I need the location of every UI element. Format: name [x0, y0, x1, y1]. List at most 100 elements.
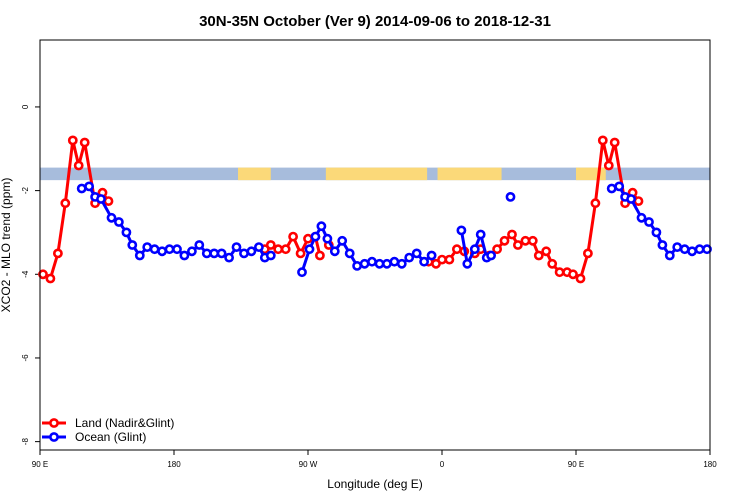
data-point [67, 135, 78, 146]
data-point [547, 258, 558, 269]
axes: 90 E 180 90 W 0 90 E 180 0 -2 -4 -6 -8 [21, 104, 717, 469]
data-point [314, 250, 325, 261]
data-point [533, 250, 544, 261]
data-point [337, 235, 348, 246]
data-point [121, 227, 132, 238]
legend-land-marker [49, 418, 59, 428]
data-point [614, 181, 625, 192]
data-point [295, 248, 306, 259]
data-point [687, 246, 697, 257]
x-tick-label: 90 W [299, 460, 318, 469]
data-point [606, 183, 617, 194]
data-point [265, 240, 276, 250]
series-layer [38, 135, 712, 284]
land-band-segment [325, 167, 428, 181]
data-point [702, 244, 712, 255]
data-point [216, 248, 227, 259]
data-point [657, 240, 668, 250]
data-point [53, 248, 63, 259]
data-point [186, 246, 197, 257]
data-point [381, 258, 392, 269]
data-point [73, 160, 84, 171]
land-band-segment [576, 167, 606, 181]
x-axis-label: Longitude (deg E) [327, 477, 422, 491]
legend-land-label: Land (Nadir&Glint) [75, 416, 174, 430]
data-point [603, 160, 614, 171]
data-point [304, 244, 315, 255]
data-point [505, 191, 516, 202]
data-point [246, 246, 257, 257]
x-tick-label: 90 E [32, 460, 48, 469]
x-tick-label: 180 [703, 460, 717, 469]
land-band-segment [437, 167, 502, 181]
y-tick-label: -2 [21, 187, 30, 195]
data-point [404, 252, 415, 263]
data-point [329, 246, 340, 257]
data-point [499, 235, 510, 246]
data-point [527, 235, 538, 246]
series-line [488, 138, 640, 280]
data-point [164, 244, 175, 255]
data-point [127, 240, 138, 250]
data-point [273, 244, 284, 255]
y-tick-label: -8 [21, 438, 30, 446]
chart-title: 30N-35N October (Ver 9) 2014-09-06 to 20… [199, 13, 551, 30]
data-point [541, 246, 552, 257]
data-point [367, 256, 377, 267]
data-point [288, 231, 298, 242]
data-point [179, 250, 190, 261]
data-point [149, 244, 160, 255]
data-point [475, 229, 486, 240]
land-band-segment [238, 167, 271, 181]
data-point [456, 225, 467, 236]
data-point [575, 273, 586, 284]
data-point [194, 240, 205, 250]
data-point [626, 194, 636, 204]
data-point [507, 229, 517, 240]
data-point [636, 212, 647, 223]
data-point [644, 217, 654, 227]
data-point [60, 198, 71, 209]
legend-ocean-marker [49, 432, 59, 442]
land-mask-band [40, 167, 710, 181]
data-point [597, 135, 608, 146]
data-point [96, 194, 106, 204]
data-point [310, 231, 321, 242]
data-point [84, 181, 94, 192]
data-point [106, 212, 117, 223]
series-land [38, 135, 644, 284]
data-point [419, 256, 429, 267]
data-point [411, 248, 422, 259]
data-point [426, 250, 437, 261]
data-point [253, 242, 264, 252]
series-ocean [76, 181, 712, 278]
data-point [486, 250, 496, 261]
data-point [231, 242, 242, 252]
data-point [609, 137, 620, 148]
data-point [280, 244, 291, 255]
data-point [469, 244, 480, 255]
data-point [396, 258, 407, 269]
x-tick-label: 90 E [568, 460, 584, 469]
plot-frame [39, 39, 711, 451]
y-tick-label: -6 [21, 354, 30, 362]
data-point [554, 267, 565, 278]
data-point [344, 248, 355, 259]
y-tick-label: -4 [21, 270, 30, 278]
data-point [134, 250, 145, 261]
data-point [297, 267, 307, 278]
legend: Land (Nadir&Glint) Ocean (Glint) [42, 416, 174, 444]
series-line [42, 138, 110, 280]
data-point [583, 248, 593, 259]
data-point [352, 260, 362, 271]
data-point [103, 196, 114, 206]
data-point [322, 233, 333, 244]
x-tick-label: 180 [167, 460, 181, 469]
data-point [590, 198, 601, 209]
data-point [38, 269, 48, 280]
y-axis-label: XCO2 - MLO trend (ppm) [0, 178, 13, 313]
data-point [45, 273, 56, 284]
data-point [492, 244, 502, 255]
data-point [672, 242, 683, 252]
